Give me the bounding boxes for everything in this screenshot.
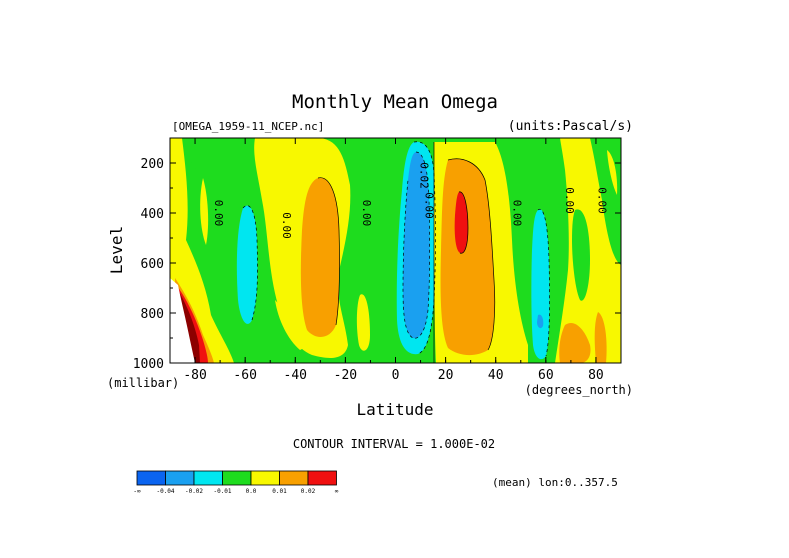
x-tick-label: 40: [488, 368, 504, 383]
contour-label: 0.00: [563, 187, 576, 214]
colorbar-label: 0.01: [272, 488, 287, 495]
equatorial-yellow-patch: [356, 294, 370, 351]
contour-lines: [242, 141, 550, 357]
file-label: [OMEGA_1959-11_NCEP.nc]: [172, 120, 324, 133]
x-tick-label: -20: [334, 368, 357, 383]
arctic-orange-region: [559, 322, 591, 363]
y-tick-label: 1000: [133, 357, 164, 372]
x-tick-label: 0: [392, 368, 400, 383]
cyan-cell-north: [531, 209, 550, 360]
colorbar-swatch: [250, 470, 280, 486]
colorbar-swatch: [136, 470, 166, 486]
contour-lines-solid: [317, 142, 496, 363]
x-axis: -80 -60 -40 -20 0 20 40 60 80: [169, 138, 622, 383]
colorbar-swatch: [279, 470, 309, 486]
contour-label: 0.00: [423, 192, 436, 219]
x-tick-label: 80: [588, 368, 604, 383]
contour-labels: 0.00 0.00 0.00 0.02 0.00 0.00 0.00 0.00: [212, 162, 608, 239]
colorbar-label: -0.01: [213, 488, 231, 495]
x-tick-label: 20: [438, 368, 454, 383]
x-unit-label: (degrees_north): [525, 383, 633, 397]
subpolar-green-patch: [186, 138, 216, 180]
colorbar-label: -∞: [133, 488, 141, 495]
colorbar-label: ∞: [335, 488, 339, 495]
units-label: (units:Pascal/s): [508, 119, 633, 134]
missing-data-region: [170, 278, 195, 363]
mean-text: (mean) lon:0..357.5: [492, 476, 618, 489]
contour-label: 0.00: [360, 200, 373, 227]
colorbar-swatch: [307, 470, 337, 486]
contour-label: 0.00: [212, 200, 225, 227]
y-tick-label: 800: [141, 307, 164, 322]
y-tick-label: 400: [141, 207, 164, 222]
colorbar-swatch: [193, 470, 223, 486]
contour-label: 0.00: [280, 212, 293, 239]
colorbar-swatch: [165, 470, 195, 486]
colorbar-label: 0.02: [301, 488, 316, 495]
x-tick-label: 60: [538, 368, 554, 383]
antarctic-yellow-top: [170, 262, 178, 275]
y-tick-label: 200: [141, 157, 164, 172]
arctic-green-gap: [572, 209, 590, 301]
contour-label: 0.00: [510, 200, 523, 227]
y-axis: 200 400 600 800 1000: [133, 137, 621, 372]
arctic-orange-right: [594, 312, 607, 363]
antarctic-yellow-spot: [200, 178, 209, 245]
y-unit-label: (millibar): [107, 376, 179, 390]
x-tick-label: -60: [233, 368, 256, 383]
red-cell-north: [454, 191, 468, 254]
x-tick-label: -80: [183, 368, 206, 383]
contour-interval-text: CONTOUR INTERVAL = 1.000E-02: [293, 437, 495, 451]
colorbar: -∞ -0.04 -0.02 -0.01 0.0 0.01 0.02 ∞: [133, 470, 339, 495]
southern-yellow-lower: [275, 300, 310, 350]
x-tick-label: -40: [284, 368, 307, 383]
contour-label: 0.02: [418, 162, 431, 189]
chart-title: Monthly Mean Omega: [292, 91, 498, 113]
colorbar-label: 0.0: [246, 488, 257, 495]
colorbar-label: -0.02: [185, 488, 203, 495]
cyan-cell-south: [236, 205, 258, 324]
arctic-top-yellow: [607, 150, 618, 195]
plot-area: 0.00 0.00 0.00 0.02 0.00 0.00 0.00 0.00: [170, 138, 621, 363]
y-tick-label: 600: [141, 257, 164, 272]
colorbar-label: -0.04: [156, 488, 174, 495]
orange-cell-north: [440, 158, 495, 356]
x-axis-label: Latitude: [356, 400, 433, 419]
blue-spot-north: [537, 314, 544, 329]
orange-cell-south: [300, 177, 340, 337]
contour-label: 0.00: [595, 187, 608, 214]
equatorial-blue-region: [403, 152, 430, 339]
colorbar-swatch: [222, 470, 252, 486]
y-axis-label: Level: [107, 226, 126, 274]
